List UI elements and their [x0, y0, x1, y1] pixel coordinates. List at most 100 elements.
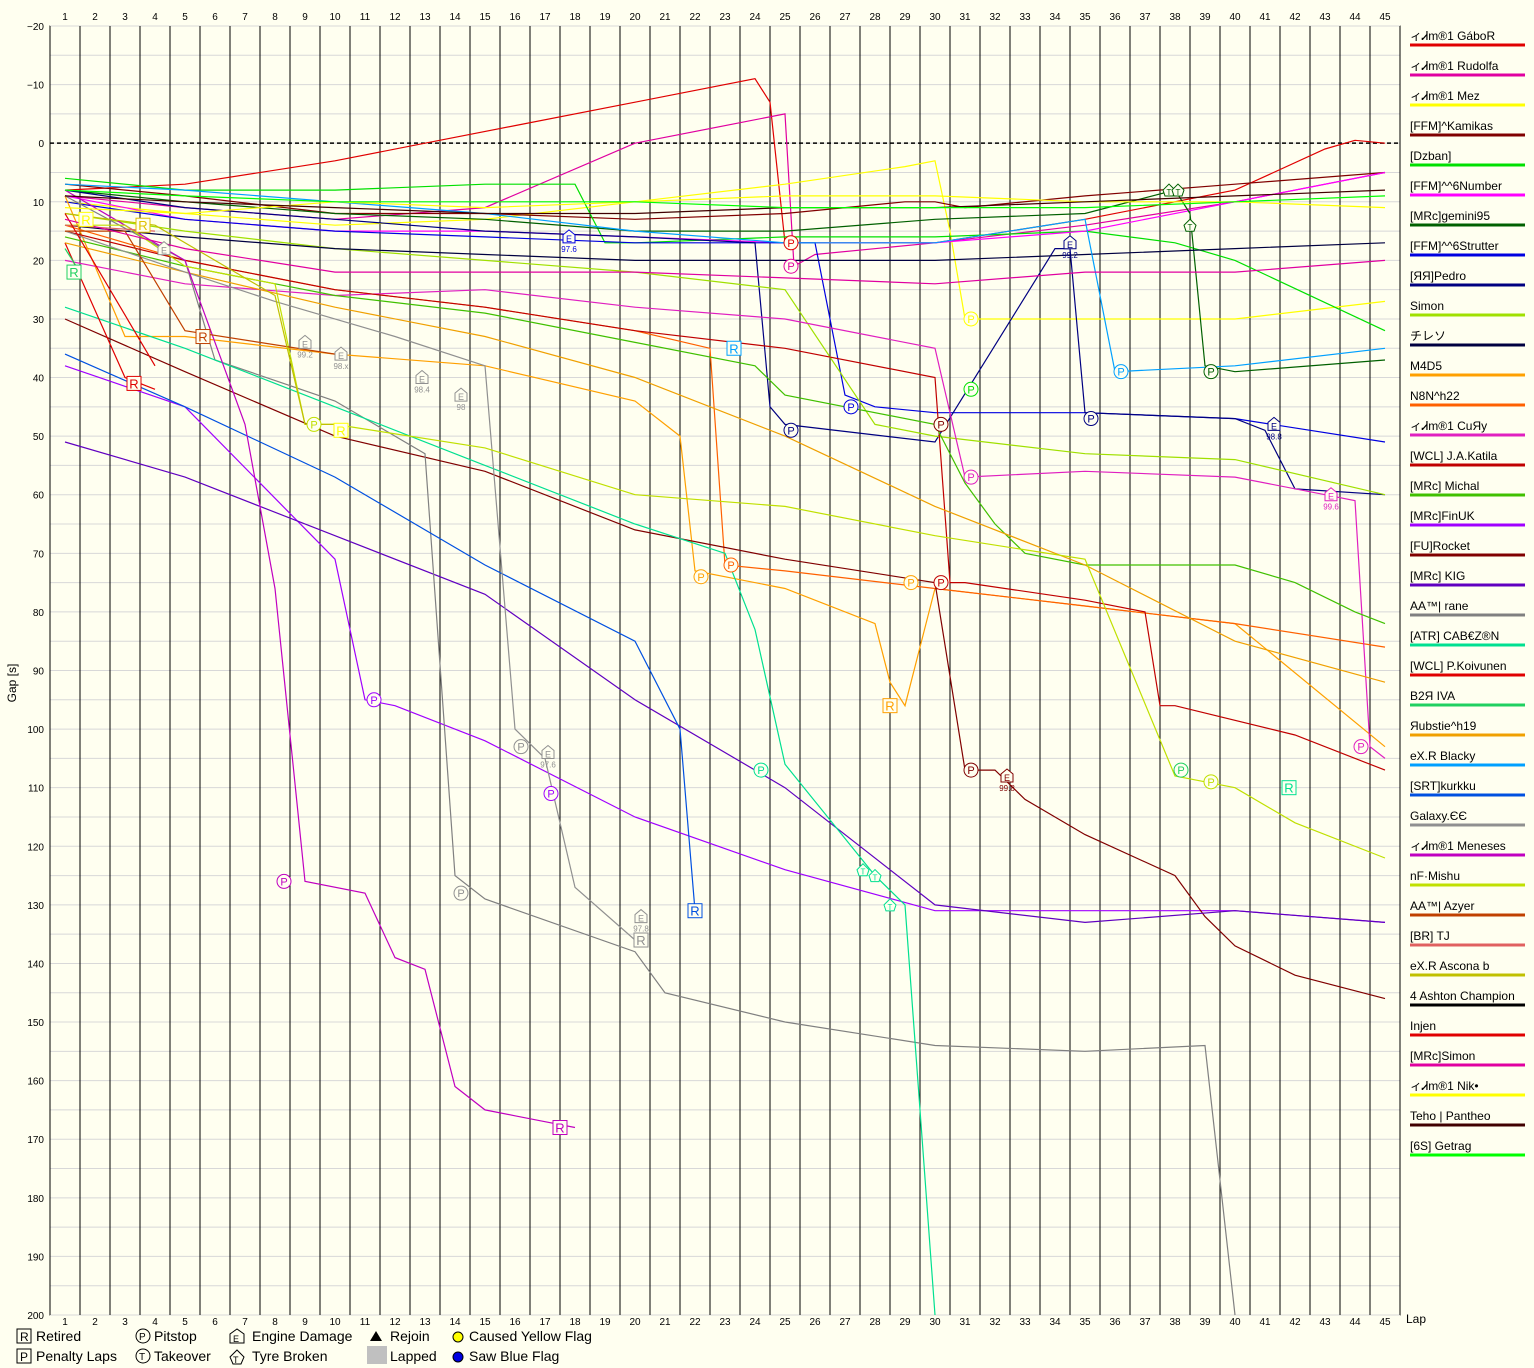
event-marker-p: P: [366, 692, 382, 708]
legend-series-name: N8N^h22: [1410, 389, 1460, 403]
tyre-broken-marker-letter: T: [1188, 223, 1193, 232]
series-line-38: [64, 189, 1386, 209]
legend-penalty-laps-label: Penalty Laps: [36, 1348, 117, 1364]
event-marker-e: E97.6: [540, 744, 556, 770]
event-marker-p: P: [1203, 774, 1219, 790]
pitstop-marker-letter: P: [937, 578, 944, 590]
legend-saw-blue-flag-label: Saw Blue Flag: [469, 1348, 559, 1364]
series-line-16: [64, 236, 1386, 625]
x-tick-label: 9: [302, 12, 308, 23]
legend-series-name: ィᏗm®1 Mez: [1410, 89, 1480, 103]
event-marker-p: P: [963, 762, 979, 778]
pitstop-marker-letter: P: [967, 765, 974, 777]
x-tick-label: 11: [360, 12, 371, 23]
event-marker-e: E: [157, 240, 171, 256]
takeover-icon: [135, 1348, 151, 1364]
x-tick-label: 35: [1079, 12, 1091, 23]
series-line-18: [64, 318, 1386, 1000]
horizontal-gridlines: [50, 25, 1400, 1316]
series-line-15: [64, 230, 1386, 771]
pitstop-marker: [1353, 739, 1369, 755]
legend-entry: ィᏗm®1 CuЯy: [1410, 419, 1525, 437]
series-line-17: [64, 365, 1386, 923]
event-marker-e: E99.2: [297, 334, 313, 359]
pitstop-marker-letter: P: [310, 419, 317, 431]
legend-saw-blue-flag: Saw Blue Flag: [452, 1348, 559, 1364]
legend-series-name: [FFM]^^6Strutter: [1410, 239, 1499, 253]
pitstop-marker: [453, 885, 469, 901]
x-tick-label: 32: [989, 1317, 1001, 1328]
engine-damage-marker: [415, 369, 429, 385]
event-marker-p: P: [693, 569, 709, 585]
x-tick-label: 40: [1229, 12, 1241, 23]
x-tick-label: 12: [389, 1317, 401, 1328]
x-tick-label: 2: [92, 12, 98, 23]
y-axis-label: Gap [s]: [5, 664, 19, 703]
y-tick-label: 170: [27, 1135, 44, 1146]
legend-entry: ィᏗm®1 Meneses: [1410, 839, 1525, 857]
pitstop-marker-letter: P: [787, 425, 794, 437]
legend-entry: Teho | Pantheo: [1410, 1109, 1525, 1127]
event-marker-p: P: [543, 786, 559, 802]
event-marker-p: P: [783, 258, 799, 274]
pitstop-marker-letter: P: [847, 402, 854, 414]
retired-marker: [882, 698, 898, 714]
pitstop-marker: [366, 692, 382, 708]
y-tick-label: 100: [27, 725, 44, 736]
legend-takeover: T Takeover: [135, 1348, 211, 1364]
legend-caused-yellow-flag: Caused Yellow Flag: [452, 1328, 592, 1344]
series-line-26: [64, 353, 696, 911]
engine-damage-marker: [1324, 487, 1338, 502]
event-marker-e: E97.6: [561, 229, 577, 254]
legend-entry: [MRc]Simon: [1410, 1049, 1525, 1067]
pitstop-marker: [963, 469, 979, 485]
engine-damage-icon-letter: E: [233, 1334, 239, 1344]
y-tick-label: 90: [33, 667, 45, 678]
engine-damage-marker: [562, 229, 576, 244]
legend-series-name: [FFM]^Kamikas: [1410, 119, 1493, 133]
x-tick-label: 7: [242, 1317, 248, 1328]
series-line-35: [64, 218, 1386, 285]
retired-marker: [126, 375, 142, 391]
marker-legend: R Retired P Penalty Laps P Pitstop T Tak…: [16, 1328, 592, 1365]
event-marker-p: P: [753, 762, 769, 778]
legend-series-name: eX.R Blacky: [1410, 749, 1475, 763]
x-tick-label: 43: [1319, 1317, 1331, 1328]
x-tick-label: 18: [569, 12, 581, 23]
tyre-broken-marker-letter: T: [888, 903, 893, 912]
event-marker-t: T: [1183, 218, 1197, 232]
legend-entry: [MRc]gemini95: [1410, 209, 1525, 227]
x-tick-label: 22: [689, 12, 701, 23]
series-line-11: [64, 224, 1386, 261]
x-tick-label: 6: [212, 12, 218, 23]
legend-series-name: ィᏗm®1 GáboR: [1410, 29, 1495, 43]
x-tick-label: 41: [1259, 1317, 1271, 1328]
tyre-broken-marker-letter: T: [873, 874, 878, 883]
event-marker-r: R: [726, 340, 742, 356]
x-tick-label: 28: [869, 1317, 881, 1328]
legend-entry: [WCL] J.A.Katila: [1410, 449, 1525, 467]
x-tick-label: 42: [1289, 12, 1301, 23]
pitstop-marker: [543, 786, 559, 802]
engine-damage-marker-letter: E: [566, 234, 572, 244]
pitstop-marker: [843, 399, 859, 415]
legend-entry: [WCL] P.Koivunen: [1410, 659, 1525, 677]
x-tick-label: 34: [1049, 1317, 1061, 1328]
legend-entry: AA™| rane: [1410, 599, 1525, 617]
engine-damage-marker-letter: E: [338, 351, 344, 361]
pitstop-icon: [135, 1328, 151, 1344]
retired-marker: [78, 211, 94, 227]
retired-marker-letter: R: [555, 1121, 564, 1136]
legend-series-name: [FU]Rocket: [1410, 539, 1471, 553]
x-tick-label: 5: [182, 1317, 188, 1328]
x-tick-label: 25: [779, 1317, 791, 1328]
engine-damage-value: 97.6: [540, 761, 556, 770]
pitstop-marker-letter: P: [370, 695, 377, 707]
retired-marker: [135, 217, 151, 233]
event-marker-p: P: [513, 739, 529, 755]
x-tick-label: 14: [449, 12, 461, 23]
legend-entry: [Dzban]: [1410, 149, 1525, 167]
event-marker-t: T: [856, 863, 870, 877]
x-tick-label: 1: [62, 12, 68, 23]
engine-damage-value: 99.6: [1323, 503, 1339, 512]
